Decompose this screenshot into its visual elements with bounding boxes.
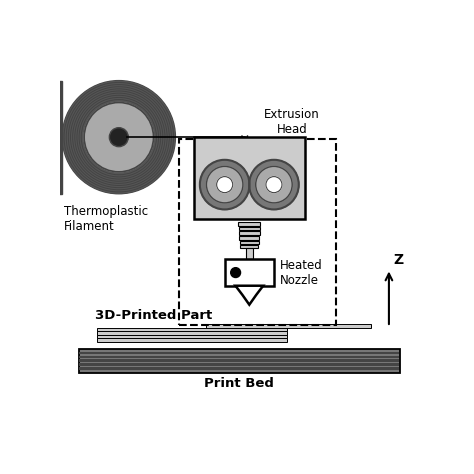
Bar xyxy=(240,241,259,245)
Bar xyxy=(57,81,62,194)
Text: Z: Z xyxy=(393,253,403,267)
Bar xyxy=(97,328,287,331)
Bar xyxy=(80,356,399,358)
Text: 3D-Printed Part: 3D-Printed Part xyxy=(95,310,212,322)
Circle shape xyxy=(255,166,292,203)
Bar xyxy=(179,139,336,325)
Bar xyxy=(225,259,274,286)
Bar xyxy=(97,338,287,342)
Bar xyxy=(239,236,259,240)
Bar xyxy=(80,363,399,366)
Circle shape xyxy=(231,268,240,277)
Bar xyxy=(239,227,260,230)
Circle shape xyxy=(217,177,233,192)
Circle shape xyxy=(84,102,154,172)
Bar xyxy=(80,359,399,362)
Bar xyxy=(206,324,371,328)
Bar xyxy=(238,222,260,226)
Text: Print Bed: Print Bed xyxy=(204,377,274,390)
Bar xyxy=(79,349,400,373)
Circle shape xyxy=(111,129,127,145)
Text: Extrusion
Head: Extrusion Head xyxy=(264,108,320,136)
Circle shape xyxy=(266,177,282,192)
Polygon shape xyxy=(236,286,263,305)
Bar xyxy=(239,231,260,235)
Bar xyxy=(240,245,258,248)
Bar xyxy=(97,335,287,338)
Circle shape xyxy=(200,160,249,210)
Text: Thermoplastic
Filament: Thermoplastic Filament xyxy=(64,205,148,233)
Bar xyxy=(97,331,287,335)
Circle shape xyxy=(206,166,243,203)
Bar xyxy=(80,352,399,354)
Bar xyxy=(194,137,305,219)
Circle shape xyxy=(63,82,175,193)
Circle shape xyxy=(109,128,128,146)
Circle shape xyxy=(249,160,299,210)
Text: Roller/Gears: Roller/Gears xyxy=(213,143,285,155)
Circle shape xyxy=(62,81,175,194)
Bar xyxy=(80,367,399,370)
Text: Heated
Nozzle: Heated Nozzle xyxy=(280,259,323,287)
Bar xyxy=(246,248,253,259)
